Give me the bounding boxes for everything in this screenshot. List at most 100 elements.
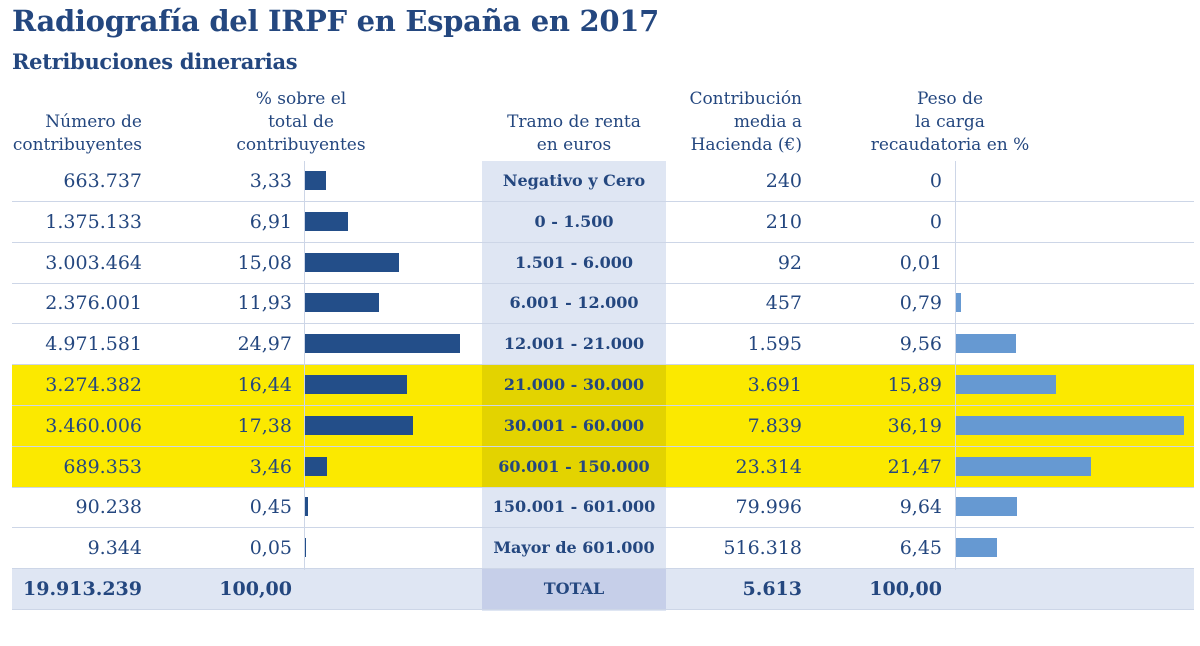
contributors-cell: 3.003.464 [45,251,142,274]
pct-cell: 0,45 [249,496,292,519]
weight-cell: 0 [929,210,942,233]
contribution-cell: 516.318 [723,537,802,560]
pct-cell: 0,05 [249,537,292,560]
weight-bar [956,497,1017,517]
table-row: 689.353 3,46 23.314 21,47 60.001 - 150.000 [0,446,1200,488]
header-weight-line: la carga [915,112,985,132]
pct-cell: 6,91 [249,210,292,233]
table-row: 4.971.581 24,97 1.595 9,56 12.001 - 21.000 [0,324,1200,366]
table-row: 9.344 0,05 516.318 6,45 Mayor de 601.000 [0,528,1200,570]
bracket-cell: Negativo y Cero [502,171,646,190]
table-row: 663.737 3,33 240 0 Negativo y Cero [0,161,1200,202]
contribution-cell: 3.691 [747,374,802,396]
weight-bar [956,334,1017,354]
pct-cell: 3,46 [249,455,292,478]
weight-cell: 9,56 [899,333,942,356]
header-count: Número de contribuyentes [8,88,142,157]
header-count-line: contribuyentes [12,135,142,155]
pct-bar [305,334,461,354]
weight-cell: 9,64 [899,496,942,519]
contribution-cell: 92 [777,251,802,274]
pct-bar [305,456,327,476]
row-divider [12,201,1194,202]
weight-bar [956,415,1184,435]
contribution-cell: 7.839 [747,414,802,437]
table-row: 3.274.382 16,44 3.691 15,89 21.000 - 30.000 [0,365,1200,406]
contributors-cell: 689.353 [63,455,142,478]
weight-bar-axis [955,161,956,570]
contributors-cell: 4.971.581 [45,333,142,356]
header-contribution-line: Hacienda (€) [690,135,802,155]
header-bracket-line: Tramo de renta [507,112,641,132]
table-row: 3.460.006 17,38 7.839 36,19 30.001 - 60.000 [0,405,1200,447]
header-weight-line: Peso de [916,89,984,109]
header-count-line: Número de [45,112,142,132]
header-pct: % sobre el total de contribuyentes [216,88,386,157]
header-pct-line: contribuyentes [236,135,366,155]
contribution-cell: 5.613 [742,578,803,600]
pct-cell: 11,93 [237,292,292,315]
header-contribution: Contribución media a Hacienda (€) [660,88,802,157]
contribution-cell: 240 [765,170,802,192]
contributors-cell: 2.376.001 [45,292,142,315]
pct-cell: 3,33 [249,170,292,192]
pct-bar [305,538,306,558]
bracket-cell: 60.001 - 150.000 [482,446,666,487]
pct-bar [305,211,348,231]
header-pct-line: total de [268,112,334,132]
weight-cell: 6,45 [899,537,942,560]
bracket-cell: 150.001 - 601.000 [492,497,656,517]
header-weight-line: recaudatoria en % [870,135,1030,155]
table-row: 1.375.133 6,91 210 0 0 - 1.500 [0,202,1200,243]
weight-cell: 36,19 [887,414,942,437]
contributors-cell: 19.913.239 [23,578,142,600]
pct-cell: 15,08 [237,251,292,274]
row-divider [12,445,1194,447]
pct-bar [305,293,380,313]
row-divider [12,568,1194,570]
row-divider [12,364,1194,366]
bracket-cell: 0 - 1.500 [534,211,614,231]
pct-bar [305,415,414,435]
weight-cell: 0 [929,170,942,192]
pct-bar [305,375,408,394]
weight-cell: 0,01 [899,251,942,274]
bracket-cell: 21.000 - 30.000 [482,365,666,405]
weight-cell: 0,79 [899,292,942,315]
contributors-cell: 90.238 [75,496,142,519]
bracket-cell: 1.501 - 6.000 [515,252,633,272]
weight-cell: 21,47 [887,455,942,478]
header-bracket: Tramo de renta en euros [482,88,666,157]
pct-bar [305,171,326,190]
contributors-cell: 3.274.382 [45,374,142,396]
header-weight: Peso de la carga recaudatoria en % [860,88,1040,157]
weight-cell: 100,00 [869,578,942,600]
row-divider [12,241,1194,243]
header-pct-line: % sobre el [255,89,347,109]
contributors-cell: 3.460.006 [45,414,142,437]
contribution-cell: 79.996 [735,496,802,519]
contribution-cell: 457 [765,292,802,315]
bracket-cell: TOTAL [482,569,666,609]
header-contribution-line: media a [733,112,802,132]
bracket-cell: 30.001 - 60.000 [482,405,666,446]
table-row: 90.238 0,45 79.996 9,64 150.001 - 601.000 [0,487,1200,529]
row-divider [12,609,1194,610]
contributors-cell: 9.344 [87,537,142,560]
row-divider [12,527,1194,529]
contributors-cell: 663.737 [63,170,142,192]
pct-bar [305,252,399,272]
pct-cell: 16,44 [237,374,292,396]
contribution-cell: 1.595 [747,333,802,356]
bracket-cell: 12.001 - 21.000 [503,334,645,354]
bracket-cell: 6.001 - 12.000 [509,293,639,313]
contribution-cell: 210 [765,210,802,233]
pct-cell: 100,00 [219,578,292,600]
pct-bar [305,497,308,517]
pct-cell: 24,97 [237,333,292,356]
pct-bar-axis [304,161,305,570]
chart-title: Radiografía del IRPF en España en 2017 [12,4,659,38]
weight-bar [956,375,1057,394]
table-row: 3.003.464 15,08 92 0,01 1.501 - 6.000 [0,243,1200,284]
